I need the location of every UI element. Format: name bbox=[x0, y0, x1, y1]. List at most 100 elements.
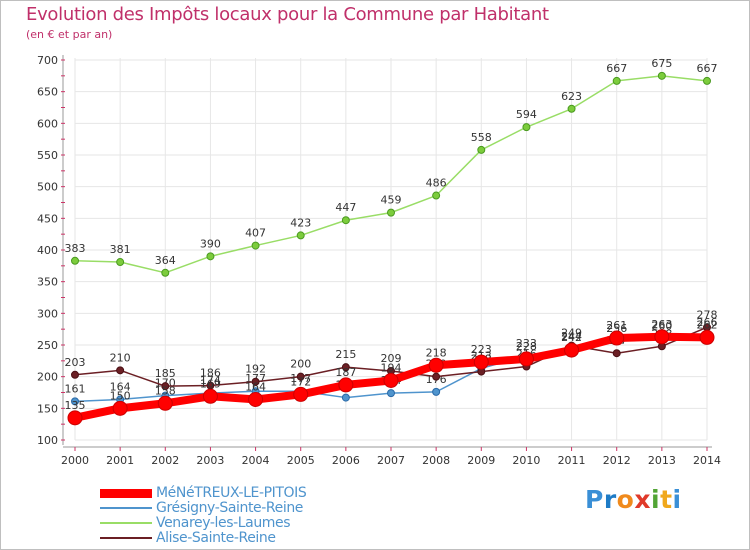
legend-swatch bbox=[100, 489, 152, 498]
x-tick-label: 2008 bbox=[422, 454, 450, 467]
data-point bbox=[116, 366, 125, 375]
data-point bbox=[296, 231, 305, 240]
logo-letter: P bbox=[585, 485, 604, 514]
data-label: 187 bbox=[335, 366, 356, 379]
data-label: 164 bbox=[110, 380, 131, 393]
data-point bbox=[567, 104, 576, 113]
x-tick-label: 2010 bbox=[512, 454, 540, 467]
data-label: 266 bbox=[697, 316, 718, 329]
data-label: 558 bbox=[471, 131, 492, 144]
y-tick-label: 150 bbox=[37, 402, 58, 415]
x-tick-label: 2001 bbox=[106, 454, 134, 467]
y-tick-label: 200 bbox=[37, 371, 58, 384]
data-point bbox=[432, 191, 441, 200]
data-point bbox=[341, 216, 350, 225]
data-point bbox=[473, 354, 489, 370]
logo-letter: i bbox=[651, 485, 661, 514]
data-label: 150 bbox=[110, 389, 131, 402]
x-tick-label: 2011 bbox=[558, 454, 586, 467]
data-label: 228 bbox=[516, 340, 537, 353]
data-point bbox=[161, 268, 170, 277]
data-point bbox=[518, 351, 534, 367]
data-point bbox=[116, 258, 125, 267]
y-tick-label: 300 bbox=[37, 307, 58, 320]
data-label: 161 bbox=[65, 382, 86, 395]
y-tick-label: 350 bbox=[37, 276, 58, 289]
data-point bbox=[432, 387, 441, 396]
x-tick-label: 2006 bbox=[332, 454, 360, 467]
data-label: 249 bbox=[561, 327, 582, 340]
data-label: 200 bbox=[290, 358, 311, 371]
legend-swatch bbox=[100, 537, 152, 539]
data-point bbox=[703, 76, 711, 85]
data-label: 215 bbox=[335, 348, 356, 361]
chart-title: Evolution des Impôts locaux pour la Comm… bbox=[26, 4, 549, 25]
legend-swatch bbox=[100, 507, 152, 509]
data-point bbox=[341, 393, 350, 402]
data-point bbox=[112, 400, 128, 416]
proxiti-logo: Proxiti bbox=[585, 485, 682, 514]
data-point bbox=[251, 241, 260, 250]
y-tick-label: 250 bbox=[37, 339, 58, 352]
y-tick-label: 500 bbox=[37, 181, 58, 194]
data-label: 263 bbox=[651, 318, 672, 331]
data-label: 381 bbox=[110, 243, 131, 256]
data-label: 172 bbox=[290, 375, 311, 388]
data-label: 423 bbox=[290, 216, 311, 229]
data-label: 135 bbox=[65, 399, 86, 412]
data-point bbox=[383, 372, 399, 388]
data-label: 383 bbox=[65, 242, 86, 255]
logo-letter: o bbox=[616, 485, 635, 514]
data-point bbox=[296, 372, 305, 381]
y-tick-label: 600 bbox=[37, 117, 58, 130]
data-label: 242 bbox=[561, 331, 582, 344]
series-venarey-les-laumes: 383 381 364 390 407 423 447 459 486 558 594 623 667 6… bbox=[65, 57, 718, 277]
x-tick-label: 2014 bbox=[693, 454, 721, 467]
x-tick-label: 2012 bbox=[603, 454, 631, 467]
chart-subtitle: (en € et par an) bbox=[26, 28, 113, 41]
data-label: 209 bbox=[381, 352, 402, 365]
data-point bbox=[657, 71, 666, 80]
data-point bbox=[612, 76, 621, 85]
x-tick-label: 2013 bbox=[648, 454, 676, 467]
data-point bbox=[202, 388, 218, 404]
logo-letter: x bbox=[634, 485, 651, 514]
data-point bbox=[387, 208, 395, 217]
data-label: 244 bbox=[561, 330, 582, 343]
data-label: 256 bbox=[606, 322, 627, 335]
data-label: 390 bbox=[200, 237, 221, 250]
data-point bbox=[387, 389, 395, 398]
data-point bbox=[248, 391, 264, 407]
data-point bbox=[206, 252, 215, 261]
legend-label: Grésigny-Sainte-Reine bbox=[156, 500, 304, 516]
legend-label: Alise-Sainte-Reine bbox=[156, 530, 276, 546]
x-tick-label: 2007 bbox=[377, 454, 405, 467]
data-point bbox=[161, 382, 170, 391]
data-point bbox=[564, 342, 580, 358]
data-point bbox=[432, 372, 441, 381]
data-label: 223 bbox=[471, 343, 492, 356]
y-tick-label: 400 bbox=[37, 244, 58, 257]
data-label: 407 bbox=[245, 227, 266, 240]
y-tick-label: 100 bbox=[37, 434, 58, 447]
legend-swatch bbox=[100, 522, 152, 524]
data-point bbox=[341, 363, 350, 372]
data-label: 594 bbox=[516, 108, 537, 121]
data-label: 260 bbox=[651, 320, 672, 333]
data-label: 158 bbox=[155, 384, 176, 397]
data-label: 210 bbox=[110, 351, 131, 364]
data-label: 203 bbox=[65, 356, 86, 369]
data-point bbox=[654, 329, 670, 345]
x-tick-label: 2003 bbox=[196, 454, 224, 467]
x-tick-label: 2009 bbox=[467, 454, 495, 467]
data-point bbox=[609, 330, 625, 346]
data-label: 186 bbox=[200, 367, 221, 380]
data-label: 174 bbox=[200, 374, 221, 387]
data-label: 486 bbox=[426, 177, 447, 190]
data-point bbox=[338, 377, 354, 393]
x-tick-label: 2004 bbox=[242, 454, 270, 467]
data-label: 667 bbox=[697, 62, 718, 75]
data-label: 447 bbox=[335, 201, 356, 214]
